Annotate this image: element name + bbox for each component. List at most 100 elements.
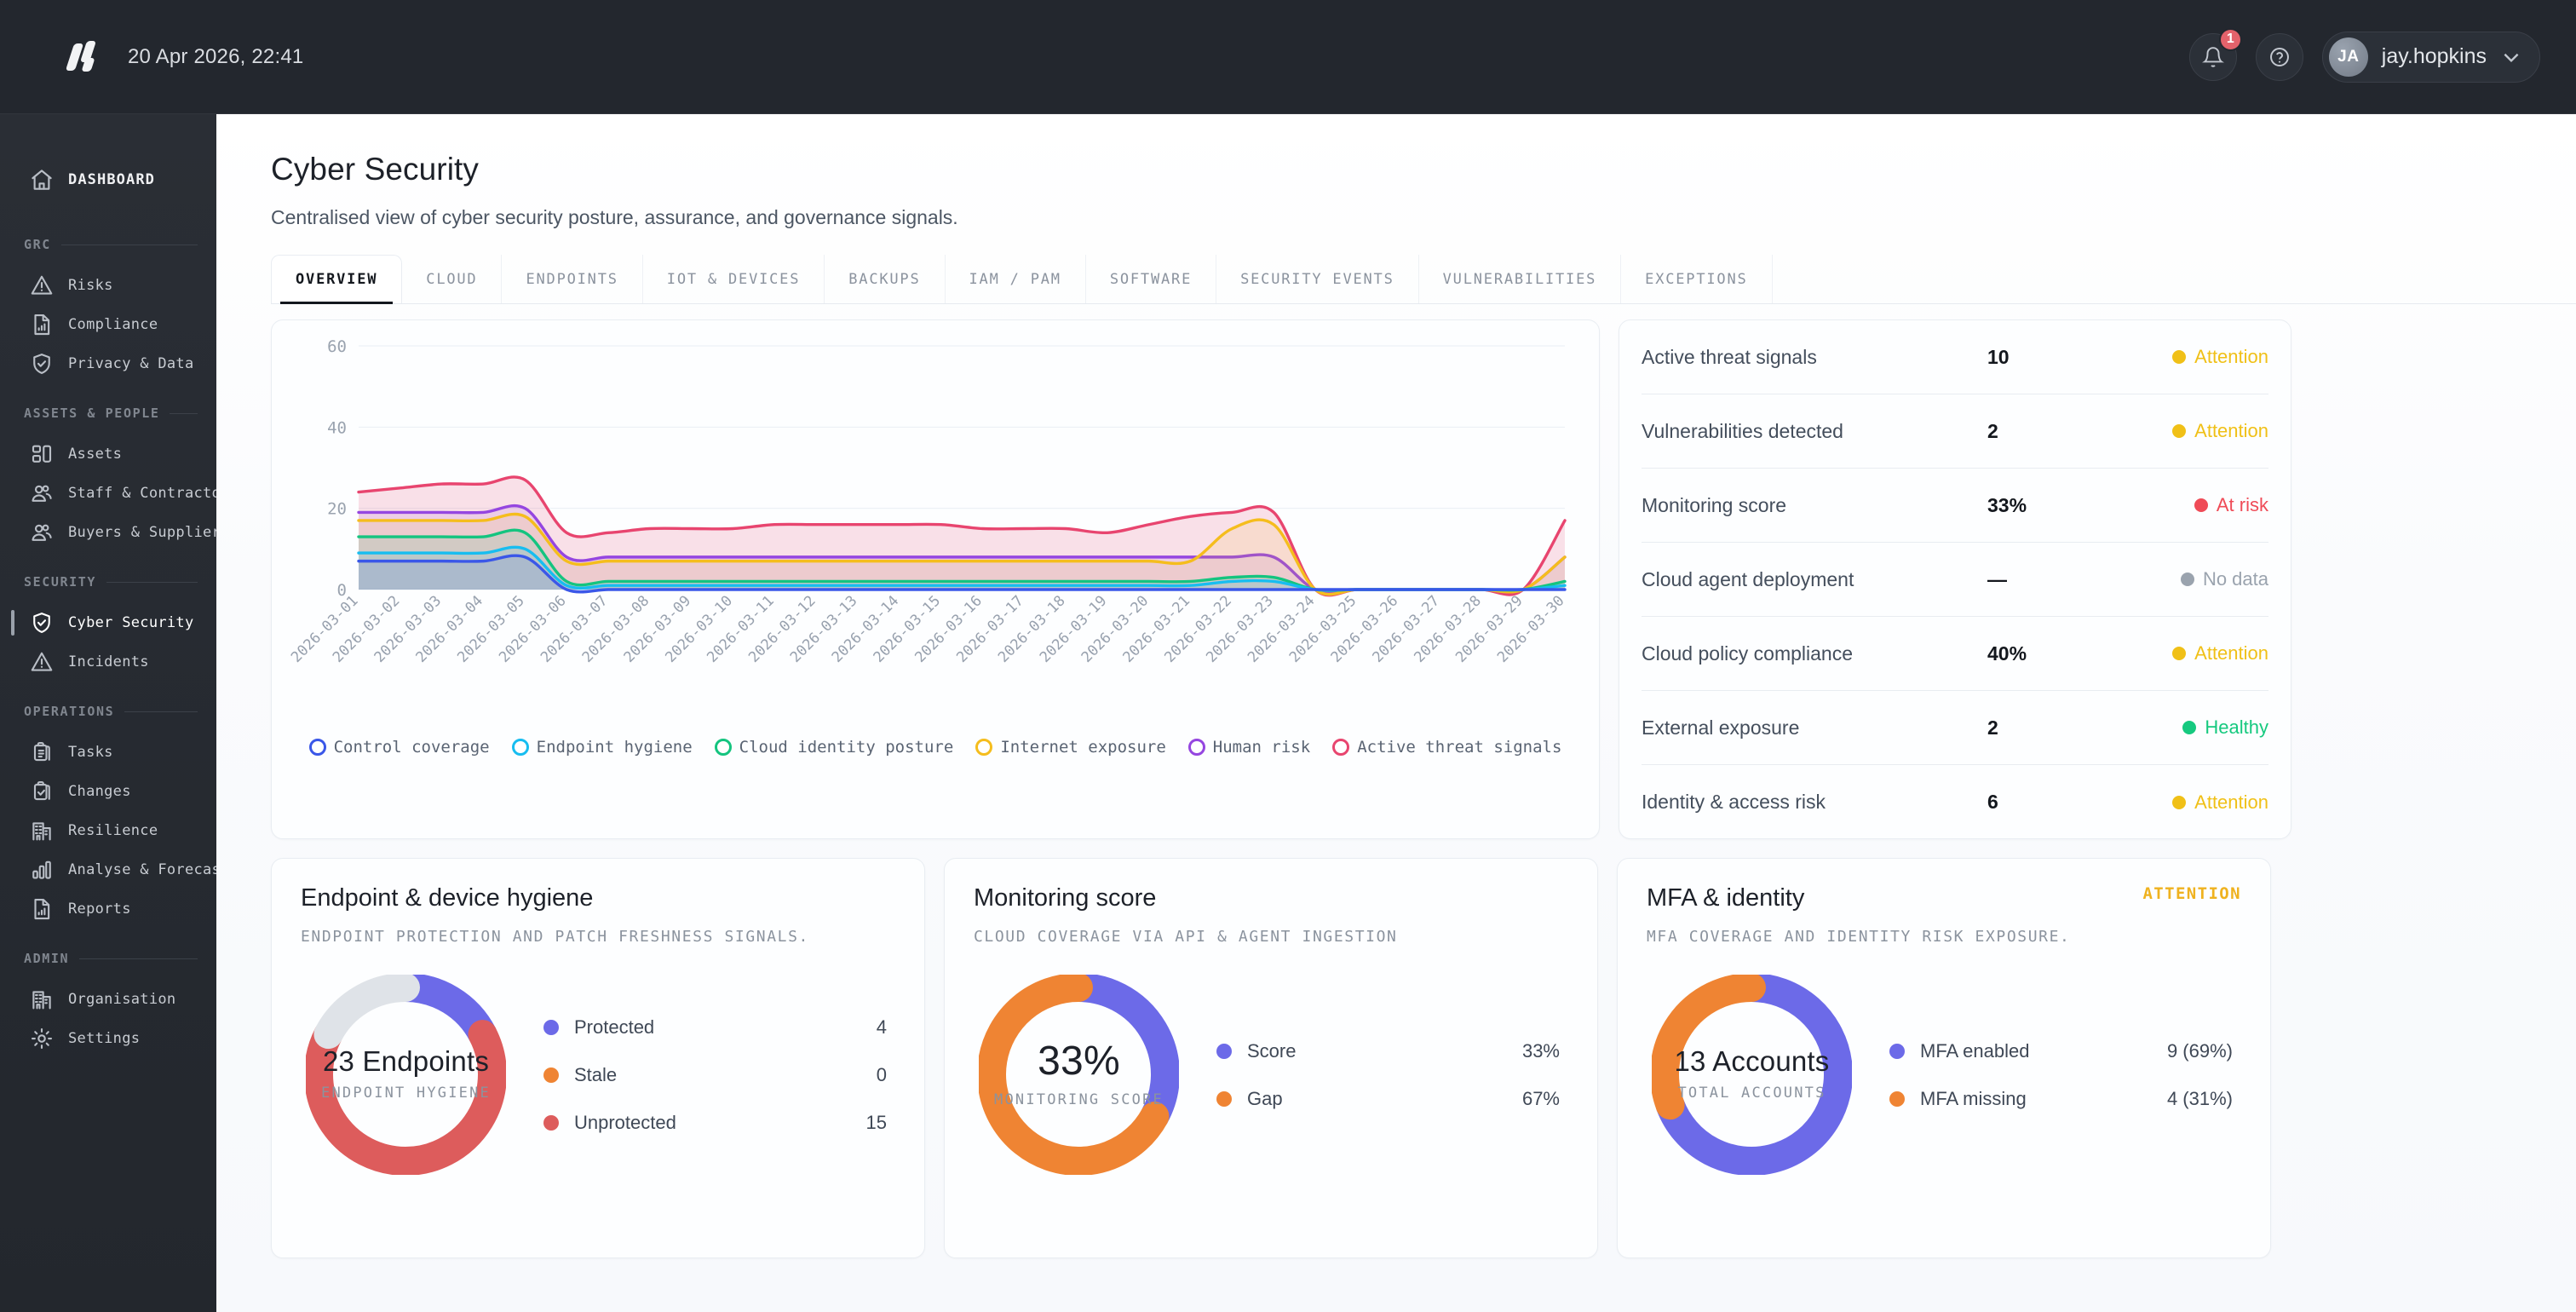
kpi-row: Cloud policy compliance 40% Attention (1642, 617, 2268, 691)
sidebar-item-label: Buyers & Suppliers (68, 524, 216, 541)
sidebar-item-dashboard[interactable]: DASHBOARD (0, 167, 216, 193)
sidebar-section-title: GRC (24, 237, 51, 252)
legend-color-dot (543, 1114, 559, 1131)
sidebar-item-changes[interactable]: Changes (0, 772, 216, 811)
legend-row: Unprotected 15 (543, 1112, 887, 1134)
legend-row: MFA missing 4 (31%) (1889, 1088, 2233, 1110)
legend-item[interactable]: Internet exposure (975, 738, 1166, 757)
card-subtitle: ENDPOINT PROTECTION AND PATCH FRESHNESS … (301, 928, 809, 946)
help-button[interactable] (2255, 32, 2303, 81)
brand-logo-icon (65, 39, 102, 75)
kpi-value: — (1987, 567, 2007, 590)
sidebar-item-label: Staff & Contractors (68, 485, 216, 502)
sidebar-item-label: Assets (68, 446, 123, 463)
legend-color-dot (1889, 1090, 1905, 1107)
tab-iot-devices[interactable]: IOT & DEVICES (643, 255, 825, 303)
document-chart-icon (29, 312, 55, 337)
main-content: Cyber Security Centralised view of cyber… (216, 114, 2576, 1312)
bell-icon (2201, 46, 2224, 67)
sidebar: DASHBOARD GRC Risks Compliance Privacy & Da… (0, 114, 216, 1312)
tab-exceptions[interactable]: EXCEPTIONS (1621, 255, 1773, 303)
legend-label: MFA enabled (1920, 1039, 2030, 1062)
status-badge: Attention (2115, 642, 2268, 665)
legend-label: Cloud identity posture (739, 738, 954, 757)
legend-label: Stale (574, 1063, 618, 1085)
tab-iam-pam[interactable]: IAM / PAM (946, 255, 1086, 303)
legend-label: Control coverage (333, 738, 490, 757)
card-subtitle: CLOUD COVERAGE VIA API & AGENT INGESTION (974, 928, 1398, 946)
sidebar-section-title: ASSETS & PEOPLE (24, 406, 160, 421)
sidebar-item-label: Organisation (68, 991, 176, 1008)
kpi-row: Cloud agent deployment — No data (1642, 543, 2268, 617)
sidebar-item-privacy-data[interactable]: Privacy & Data (0, 344, 216, 383)
tab-backups[interactable]: BACKUPS (825, 255, 946, 303)
legend-item[interactable]: Control coverage (308, 738, 490, 757)
kpi-label: Identity & access risk (1642, 791, 1826, 813)
sidebar-item-incidents[interactable]: Incidents (0, 642, 216, 682)
tab-software[interactable]: SOFTWARE (1086, 255, 1217, 303)
status-dot (2180, 573, 2194, 586)
status-label: At risk (2216, 494, 2268, 515)
avatar: JA (2328, 37, 2368, 77)
sidebar-item-analyse-forecast[interactable]: Analyse & Forecast (0, 850, 216, 889)
card-body: 23 Endpoints ENDPOINT HYGIENE Protected 4 St… (301, 973, 895, 1176)
sidebar-item-compliance[interactable]: Compliance (0, 305, 216, 344)
donut-chart: 13 Accounts TOTAL ACCOUNTS (1650, 973, 1853, 1176)
kpi-row: Identity & access risk 6 Attention (1642, 765, 2268, 838)
tab-overview[interactable]: OVERVIEW (271, 255, 403, 304)
legend-item[interactable]: Cloud identity posture (714, 738, 954, 757)
sidebar-section-header: OPERATIONS (0, 704, 216, 719)
sidebar-item-organisation[interactable]: Organisation (0, 980, 216, 1019)
donut-value: 23 Endpoints (322, 1044, 490, 1077)
legend-item[interactable]: Human risk (1187, 738, 1310, 757)
legend-value: 67% (1521, 1087, 1560, 1109)
tab-vulnerabilities[interactable]: VULNERABILITIES (1419, 255, 1622, 303)
metric-card: MFA & identity ATTENTION MFA COVERAGE AND … (1617, 858, 2271, 1258)
sidebar-item-settings[interactable]: Settings (0, 1019, 216, 1058)
sidebar-section-header: ADMIN (0, 951, 216, 966)
sidebar-item-cyber-security[interactable]: Cyber Security (0, 603, 216, 642)
top-row: 0 20 40 60 2026-03-01 2026-03-02 2026-03-03 202… (271, 319, 2576, 839)
sidebar-item-risks[interactable]: Risks (0, 266, 216, 305)
donut-center-label: 33% MONITORING SCORE (979, 975, 1179, 1175)
tab-cloud[interactable]: CLOUD (402, 255, 503, 303)
donut-value: 13 Accounts (1674, 1044, 1830, 1077)
svg-text:40: 40 (327, 418, 347, 437)
users-icon (29, 520, 55, 545)
shield-check-icon (29, 351, 55, 377)
sidebar-item-label: Changes (68, 783, 131, 800)
sidebar-item-buyers-suppliers[interactable]: Buyers & Suppliers (0, 513, 216, 552)
sidebar-dashboard-label: DASHBOARD (68, 171, 156, 188)
chevron-down-icon (2504, 53, 2519, 62)
user-menu[interactable]: JA jay.hopkins (2321, 31, 2540, 83)
tab-security-events[interactable]: SECURITY EVENTS (1216, 255, 1419, 303)
kpi-row: Vulnerabilities detected 2 Attention (1642, 394, 2268, 469)
card-subtitle: MFA COVERAGE AND IDENTITY RISK EXPOSURE. (1647, 928, 2071, 946)
legend-color-dot (543, 1019, 559, 1035)
legend-item[interactable]: Endpoint hygiene (511, 738, 693, 757)
bottom-row: Endpoint & device hygiene ENDPOINT PROTEC… (271, 858, 2576, 1258)
kpi-row: Active threat signals 10 Attention (1642, 320, 2268, 394)
sidebar-item-tasks[interactable]: Tasks (0, 733, 216, 772)
status-badge: No data (2115, 568, 2268, 590)
card-header: MFA & identity ATTENTION (1647, 884, 2241, 912)
sidebar-item-assets[interactable]: Assets (0, 434, 216, 474)
warning-triangle-icon (29, 273, 55, 298)
sidebar-item-staff-contractors[interactable]: Staff & Contractors (0, 474, 216, 513)
card-header: Endpoint & device hygiene (301, 884, 895, 912)
kpi-value: 40% (1987, 642, 2027, 665)
legend-color-dot (1332, 739, 1350, 756)
warning-triangle-icon (29, 649, 55, 675)
sidebar-item-reports[interactable]: Reports (0, 889, 216, 929)
notifications-button[interactable]: 1 (2188, 27, 2242, 81)
legend-item[interactable]: Active threat signals (1332, 738, 1561, 757)
kpi-label: Monitoring score (1642, 493, 1787, 516)
legend-color-dot (1216, 1043, 1232, 1059)
legend-label: Gap (1247, 1087, 1283, 1109)
legend-value: 9 (69%) (2166, 1039, 2233, 1062)
svg-text:20: 20 (327, 500, 347, 519)
tab-endpoints[interactable]: ENDPOINTS (502, 255, 643, 303)
kpi-label: Cloud agent deployment (1642, 567, 1854, 590)
sidebar-item-resilience[interactable]: Resilience (0, 811, 216, 850)
